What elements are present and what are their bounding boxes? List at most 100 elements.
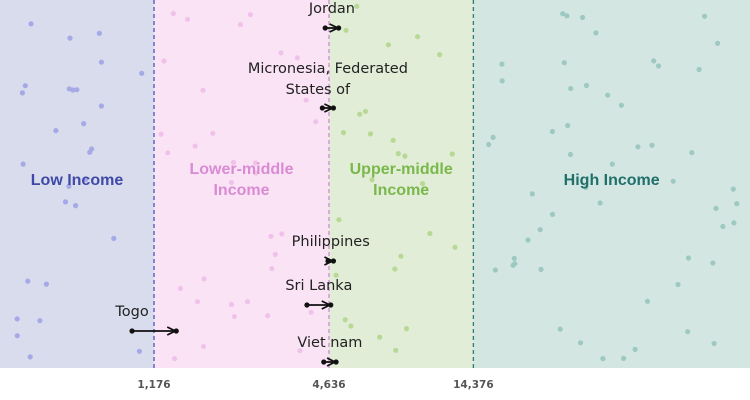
background-dot [486, 141, 492, 148]
background-dot [247, 12, 253, 18]
background-dot [244, 299, 251, 305]
band-label-2: Upper-middle Income [350, 161, 453, 199]
background-dot [537, 227, 543, 233]
background-dot [644, 298, 651, 304]
background-dot [415, 34, 421, 40]
background-dot [597, 200, 603, 206]
background-dot [22, 83, 28, 89]
background-dot [81, 121, 87, 127]
background-dot [685, 329, 691, 335]
country-label: Jordan [308, 1, 355, 17]
background-dot [269, 265, 275, 272]
country-start-point [325, 258, 331, 264]
background-dot [635, 144, 641, 150]
country-start-point [321, 359, 327, 365]
background-dot [449, 151, 455, 157]
background-dot [43, 281, 50, 287]
background-dot [567, 151, 574, 158]
threshold-lines [153, 0, 475, 368]
background-dot [632, 346, 638, 352]
country-end-point [330, 105, 337, 111]
background-dot [53, 128, 59, 134]
country-end-point [173, 328, 179, 334]
background-dot [605, 92, 611, 98]
country-end-point [333, 359, 339, 365]
background-dot [731, 220, 737, 226]
background-dot [715, 40, 721, 46]
background-dot [278, 50, 284, 56]
background-dot [228, 301, 235, 308]
country-5: Viet nam [297, 335, 362, 365]
background-dot [392, 266, 398, 272]
country-arrows: Jordan Micronesia, Federated States of Phil… [114, 1, 408, 365]
background-dot [252, 160, 259, 166]
background-dot [136, 348, 142, 354]
background-dot [342, 317, 348, 323]
background-dot [393, 347, 399, 353]
background-dot [139, 70, 145, 76]
background-dot [580, 14, 586, 20]
background-dot [403, 326, 410, 332]
background-dot [231, 313, 237, 320]
country-start-point [319, 105, 325, 111]
background-dot [385, 42, 391, 48]
background-dot [194, 299, 201, 305]
background-dot [398, 253, 404, 259]
background-dot [14, 316, 20, 322]
background-dot [340, 130, 347, 136]
background-dot [67, 35, 73, 41]
background-dot [192, 143, 198, 149]
background-dot [549, 211, 556, 217]
background-dot [272, 251, 278, 257]
background-dot [313, 119, 319, 125]
background-dot [268, 233, 274, 239]
background-dot [308, 309, 314, 315]
band-0 [0, 0, 154, 368]
background-dot [333, 272, 339, 278]
country-start-point [304, 302, 310, 308]
background-dot [649, 142, 655, 148]
country-1: Micronesia, Federated States of [248, 61, 408, 111]
tick-label-0: 1,176 [137, 379, 170, 391]
background-dot [348, 323, 354, 329]
background-dot [402, 153, 408, 159]
background-dot [172, 356, 178, 362]
background-dot [369, 177, 375, 183]
background-dot [621, 355, 627, 361]
country-2: Philippines [292, 234, 370, 264]
background-dot [452, 244, 458, 250]
background-dot [600, 356, 606, 362]
band-2 [329, 0, 474, 368]
background-dot [210, 130, 216, 136]
background-dot [357, 111, 363, 117]
background-dot [98, 59, 104, 65]
background-dot [73, 203, 79, 209]
background-dot [98, 103, 104, 109]
background-dot [710, 260, 716, 266]
background-dot [655, 63, 662, 69]
background-dot [20, 161, 26, 167]
background-dot [165, 150, 171, 156]
background-dot [237, 21, 244, 28]
background-dot [25, 278, 31, 284]
background-dot [70, 87, 76, 93]
background-dot [560, 11, 566, 17]
background-dot [62, 199, 69, 205]
country-start-point [322, 25, 328, 31]
country-label: Philippines [292, 234, 370, 250]
background-dot [525, 237, 531, 243]
background-dot [37, 318, 43, 324]
background-dot [512, 261, 518, 267]
background-dot [549, 128, 556, 135]
background-dot [265, 313, 271, 319]
background-dot [427, 230, 433, 237]
background-dot [14, 333, 20, 339]
background-dot [158, 131, 164, 137]
country-label: Sri Lanka [285, 278, 352, 294]
background-dot [651, 58, 657, 64]
background-dot [675, 281, 681, 288]
background-dot [367, 131, 374, 137]
background-dot [230, 159, 237, 165]
background-dot [294, 55, 300, 61]
